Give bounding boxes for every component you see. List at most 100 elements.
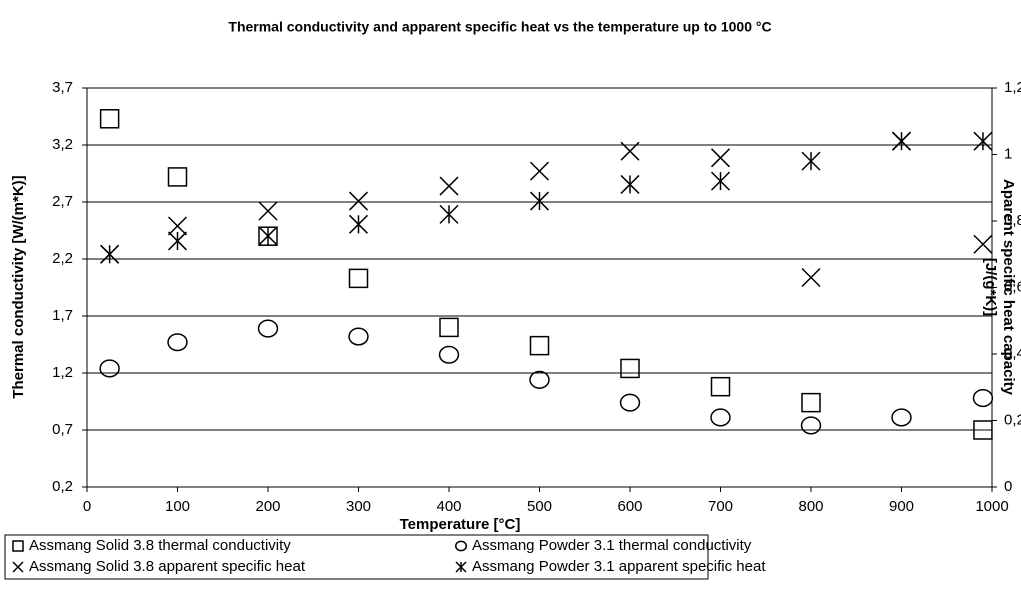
point: [710, 171, 731, 191]
marker-shape: [891, 408, 912, 427]
marker-shape: [455, 540, 467, 552]
marker-shape: [973, 420, 993, 440]
marker-shape: [167, 333, 188, 352]
y-tick-label: 2,7: [52, 193, 73, 210]
y2-tick-label: 1: [1004, 145, 1012, 162]
y-axis-label: Thermal conductivity [W/(m*K)]: [10, 175, 27, 398]
marker-shape: [529, 335, 550, 356]
point: [529, 370, 550, 389]
legend-label: Assmang Solid 3.8 apparent specific heat: [29, 558, 306, 575]
marker-shape: [99, 359, 120, 378]
point: [710, 408, 731, 427]
y-tick-label: 1,2: [52, 364, 73, 381]
point: [258, 201, 278, 221]
marker-shape: [800, 416, 822, 435]
x-tick-label: 100: [165, 498, 190, 515]
y2-axis-label-line: Aparent specific heat capacity: [1000, 179, 1017, 396]
legend-marker: [12, 561, 24, 573]
marker-shape: [801, 267, 821, 288]
marker-shape: [348, 191, 369, 211]
point: [348, 268, 369, 289]
marker-shape: [439, 176, 459, 196]
y-tick-label: 1,7: [52, 307, 73, 324]
y2-tick-label: 0,6: [1004, 278, 1021, 295]
marker-shape: [167, 216, 188, 236]
y2-tick-label: 0,4: [1004, 345, 1021, 362]
marker-shape: [972, 389, 994, 408]
point: [800, 416, 822, 435]
point: [167, 333, 188, 352]
point: [973, 420, 993, 440]
point: [100, 244, 120, 264]
point: [891, 408, 912, 427]
marker-shape: [167, 167, 188, 187]
marker-shape: [348, 268, 369, 289]
legend-label: Assmang Solid 3.8 thermal conductivity: [29, 537, 291, 554]
x-tick-label: 800: [798, 498, 823, 515]
marker-shape: [258, 201, 278, 221]
point: [348, 327, 369, 346]
marker-shape: [348, 327, 369, 346]
point: [438, 345, 460, 364]
marker-shape: [257, 319, 279, 338]
marker-shape: [710, 408, 731, 427]
point: [619, 393, 641, 412]
chart-title: Thermal conductivity and apparent specif…: [228, 19, 771, 35]
point: [99, 109, 120, 129]
point: [620, 141, 640, 161]
marker-shape: [439, 317, 459, 338]
point: [972, 389, 994, 408]
point: [167, 167, 188, 187]
point: [439, 176, 459, 196]
point: [710, 376, 731, 397]
y-tick-label: 0,2: [52, 478, 73, 495]
point: [973, 234, 993, 254]
point: [801, 267, 821, 288]
point: [258, 226, 278, 246]
y-tick-label: 2,2: [52, 250, 73, 267]
y2-tick-label: 0,8: [1004, 212, 1021, 229]
marker-shape: [99, 109, 120, 129]
point: [529, 335, 550, 356]
y-tick-label: 3,2: [52, 136, 73, 153]
marker-shape: [619, 393, 641, 412]
marker-shape: [529, 370, 550, 389]
point: [257, 319, 279, 338]
y-tick-label: 0,7: [52, 421, 73, 438]
marker-shape: [801, 392, 821, 413]
marker-shape: [12, 561, 24, 573]
point: [891, 131, 912, 151]
point: [439, 204, 459, 224]
x-tick-label: 300: [346, 498, 371, 515]
x-tick-label: 400: [436, 498, 461, 515]
marker-shape: [710, 148, 731, 168]
point: [801, 392, 821, 413]
marker-shape: [529, 161, 550, 181]
point: [439, 317, 459, 338]
x-axis-label: Temperature [°C]: [400, 516, 521, 533]
point: [167, 216, 188, 236]
y2-axis-label-line: [J/(g*K)]: [982, 258, 999, 316]
y2-tick-label: 0: [1004, 478, 1012, 495]
y2-tick-label: 0,2: [1004, 411, 1021, 428]
x-tick-label: 500: [527, 498, 552, 515]
legend-box: [4, 534, 709, 580]
point: [348, 191, 369, 211]
y-tick-label: 3,7: [52, 79, 73, 96]
marker-shape: [710, 376, 731, 397]
x-tick-label: 900: [889, 498, 914, 515]
x-tick-label: 700: [708, 498, 733, 515]
legend-marker: [12, 540, 24, 552]
legend-label: Assmang Powder 3.1 apparent specific hea…: [472, 558, 766, 575]
x-tick-label: 1000: [975, 498, 1008, 515]
y2-axis-label: Aparent specific heat capacity[J/(g*K)]: [982, 179, 1017, 396]
marker-shape: [620, 358, 640, 379]
x-tick-label: 0: [83, 498, 91, 515]
legend-label: Assmang Powder 3.1 thermal conductivity: [472, 537, 752, 554]
point: [620, 174, 640, 194]
x-tick-label: 600: [617, 498, 642, 515]
legend-marker: [455, 540, 467, 552]
x-tick-label: 200: [255, 498, 280, 515]
point: [167, 231, 188, 251]
